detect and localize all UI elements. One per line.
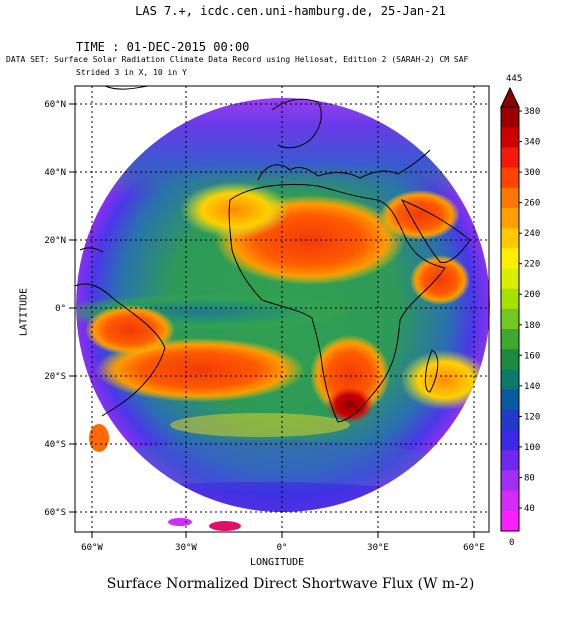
colorbar-band-light-green bbox=[501, 288, 519, 310]
colorbar-tick-labels: 380 340 300 260 240 220 200 180 160 140 120 100 80 40 bbox=[519, 107, 540, 514]
lon-label-30w: 30°W bbox=[175, 543, 197, 553]
colorbar-band-dark-red bbox=[501, 107, 519, 128]
x-axis-title: LONGITUDE bbox=[250, 557, 305, 568]
colorbar-tick-label: 200 bbox=[524, 290, 540, 300]
colorbar-max-label: 445 bbox=[506, 74, 522, 84]
colorbar-max-arrow bbox=[500, 86, 520, 108]
colorbar-frame bbox=[500, 106, 520, 532]
lat-label-60n: 60°N bbox=[44, 100, 66, 110]
colorbar-band-chartreuse bbox=[501, 268, 519, 290]
colorbar-band-steel-blue bbox=[501, 389, 519, 411]
colorbar-tick-label: 80 bbox=[524, 474, 535, 484]
colorbar-band-red-orange bbox=[501, 147, 519, 169]
colorbar-min-label: 0 bbox=[509, 538, 514, 548]
coastline-greenland bbox=[104, 85, 149, 90]
colorbar-bands bbox=[501, 107, 519, 532]
coastline-arabia bbox=[400, 198, 471, 264]
projected-data-disk bbox=[76, 98, 490, 512]
colorbar-tick-label: 120 bbox=[524, 412, 540, 422]
lat-label-40s: 40°S bbox=[44, 440, 66, 450]
colorbar-band-blue bbox=[501, 409, 519, 431]
colorbar-tick-label: 100 bbox=[524, 443, 540, 453]
colorbar-band-mid-green bbox=[501, 329, 519, 350]
colorbar-tick-label: 160 bbox=[524, 351, 540, 361]
colorbar-tick-label: 340 bbox=[524, 138, 540, 148]
lon-label-30e: 30°E bbox=[367, 543, 389, 553]
colorbar-band-purple bbox=[501, 470, 519, 492]
colorbar-tick-label: 220 bbox=[524, 260, 540, 270]
colorbar-tick-label: 380 bbox=[524, 107, 540, 117]
colorbar-band-magenta bbox=[501, 510, 519, 532]
graticule bbox=[75, 86, 489, 532]
lon-label-0: 0° bbox=[277, 543, 288, 553]
lat-label-40n: 40°N bbox=[44, 168, 66, 178]
colorbar-band-orchid bbox=[501, 490, 519, 512]
coastline-south-america bbox=[74, 283, 166, 417]
lat-label-20s: 20°S bbox=[44, 372, 66, 382]
longitude-labels: 60°W 30°W 0° 30°E 60°E bbox=[81, 543, 485, 553]
colorbar: 445 0 380 340 300 260 240 220 200 180 160 140 120 1… bbox=[500, 74, 540, 548]
colorbar-band-violet bbox=[501, 450, 519, 471]
y-axis-title: LATITUDE bbox=[18, 287, 30, 337]
colorbar-tick-label: 40 bbox=[524, 504, 535, 514]
colorbar-band-gold bbox=[501, 207, 519, 229]
colorbar-tick-label: 140 bbox=[524, 382, 540, 392]
map-data-layer bbox=[89, 424, 241, 531]
axis-ticks bbox=[69, 103, 475, 538]
colorbar-tick-label: 300 bbox=[524, 168, 540, 178]
coastline-africa bbox=[228, 183, 446, 423]
coastline-scandinavia bbox=[271, 98, 322, 149]
lon-label-60w: 60°W bbox=[81, 543, 103, 553]
colorbar-tick-label: 260 bbox=[524, 199, 540, 209]
colorbar-band-orange bbox=[501, 167, 519, 189]
coastlines bbox=[74, 85, 471, 423]
colorbar-band-red bbox=[501, 127, 519, 148]
figure-caption: Surface Normalized Direct Shortwave Flux… bbox=[106, 576, 475, 592]
colorbar-band-indigo bbox=[501, 430, 519, 451]
lat-label-60s: 60°S bbox=[44, 508, 66, 518]
time-label: TIME : 01-DEC-2015 00:00 bbox=[76, 40, 250, 54]
header-title: LAS 7.+, icdc.cen.uni-hamburg.de, 25-Jan… bbox=[135, 4, 446, 18]
colorbar-band-amber bbox=[501, 187, 519, 209]
coastline-madagascar bbox=[424, 349, 439, 393]
lon-label-60e: 60°E bbox=[463, 543, 485, 553]
dataset-label: DATA SET: Surface Solar Radiation Climat… bbox=[6, 55, 469, 64]
colorbar-band-yellow bbox=[501, 228, 519, 249]
colorbar-band-teal bbox=[501, 369, 519, 391]
latitude-labels: 60°N 40°N 20°N 0° 20°S 40°S 60°S bbox=[44, 100, 66, 518]
strided-label: Strided 3 in X, 10 in Y bbox=[76, 68, 187, 77]
colorbar-band-green bbox=[501, 308, 519, 330]
colorbar-tick-label: 180 bbox=[524, 321, 540, 331]
colorbar-band-lemon bbox=[501, 248, 519, 270]
colorbar-band-dark-green bbox=[501, 349, 519, 370]
lat-label-0: 0° bbox=[55, 304, 66, 314]
lat-label-20n: 20°N bbox=[44, 236, 66, 246]
colorbar-tick-label: 240 bbox=[524, 229, 540, 239]
